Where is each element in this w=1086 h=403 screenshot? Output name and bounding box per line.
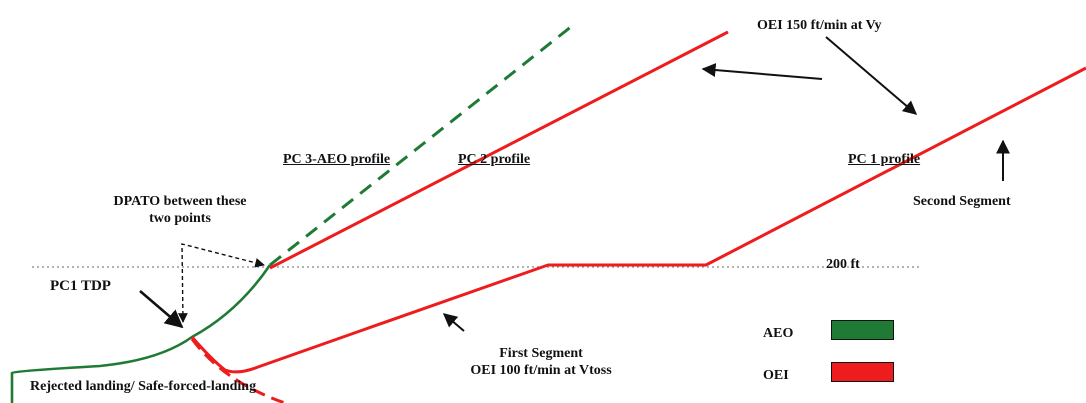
pc1-tdp-arrow (139, 290, 184, 329)
first-segment-arrow (442, 313, 465, 332)
legend-aeo-label: AEO (763, 326, 794, 341)
dpato-label: DPATO between these two points (95, 193, 265, 227)
legend-oei-label: OEI (763, 368, 789, 383)
rejected-landing-dashed-curve (190, 338, 286, 403)
pc3-aeo-dashed-line (269, 24, 573, 267)
oei-vy-label: OEI 150 ft/min at Vy (757, 18, 882, 33)
pc1-tdp-label: PC1 TDP (50, 278, 111, 294)
dpato-label-line-1: DPATO between these (113, 194, 247, 209)
second-segment-label: Second Segment (913, 194, 1011, 209)
legend-oei-swatch (831, 362, 894, 382)
pc2-oei-profile-line (269, 30, 729, 270)
oei-vy-arrow-right (825, 36, 918, 115)
height-200ft-label: 200 ft (826, 257, 860, 272)
pc1-oei-profile-line (190, 66, 1086, 374)
dpato-label-line-2: two points (149, 211, 211, 226)
rejected-landing-label: Rejected landing/ Safe-forced-landing (30, 379, 257, 394)
pc3-aeo-profile-label: PC 3-AEO profile (283, 152, 391, 167)
legend-aeo-swatch (831, 320, 894, 340)
pc2-profile-label: PC 2 profile (458, 152, 531, 167)
pc1-profile-label: PC 1 profile (848, 152, 921, 167)
first-segment-label: First Segment OEI 100 ft/min at Vtoss (428, 345, 654, 379)
first-segment-label-line-1: First Segment (499, 346, 583, 361)
oei-vy-arrow-left (701, 63, 823, 80)
first-segment-label-line-2: OEI 100 ft/min at Vtoss (470, 363, 612, 378)
dpato-pointer-line (177, 243, 265, 323)
